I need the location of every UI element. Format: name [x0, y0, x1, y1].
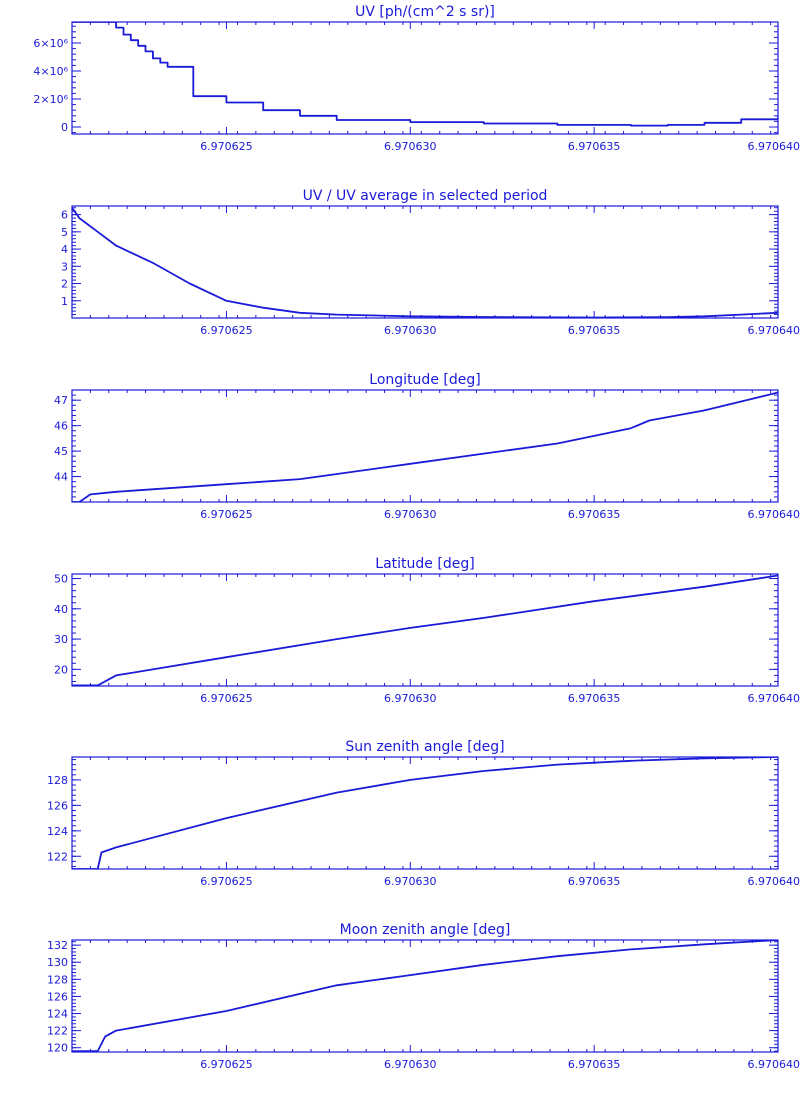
- x-tick-label: 6.970635: [568, 324, 621, 337]
- chart-panel-6: Moon zenith angle [deg] 6.970625 6.970630 6…: [47, 922, 800, 1071]
- series-line: [72, 391, 778, 502]
- y-tick-label: 130: [47, 956, 68, 969]
- chart-title: UV [ph/(cm^2 s sr)]: [355, 4, 495, 20]
- x-tick-label: 6.970630: [384, 692, 437, 705]
- y-tick-label: 4×10⁶: [33, 65, 68, 78]
- y-tick-label: 45: [54, 445, 68, 458]
- chart-title: Sun zenith angle [deg]: [345, 739, 504, 755]
- chart-title: Longitude [deg]: [369, 372, 480, 388]
- plot-frame: [71, 205, 779, 319]
- y-tick-label: 20: [54, 663, 68, 676]
- series-line: [72, 940, 778, 1052]
- x-tick-label: 6.970630: [384, 140, 437, 153]
- y-tick-label: 132: [47, 939, 68, 952]
- y-tick-label: 126: [47, 990, 68, 1003]
- x-tick-label: 6.970630: [384, 875, 437, 888]
- y-tick-label: 6×10⁶: [33, 37, 68, 50]
- y-tick-label: 4: [61, 243, 68, 256]
- chart-title: Latitude [deg]: [375, 556, 474, 572]
- x-tick-label: 6.970640: [748, 508, 800, 521]
- x-tick-label: 6.970630: [384, 324, 437, 337]
- x-tick-label: 6.970625: [200, 324, 253, 337]
- y-tick-label: 2: [61, 278, 68, 291]
- x-tick-label: 6.970625: [200, 692, 253, 705]
- y-tick-label: 5: [61, 226, 68, 239]
- x-tick-label: 6.970640: [748, 324, 800, 337]
- x-tick-label: 6.970640: [748, 140, 800, 153]
- chart-panel-3: Longitude [deg] 6.970625 6.970630 6.970635 6…: [54, 372, 800, 521]
- chart-panel-2: UV / UV average in selected period 6.9706…: [61, 188, 800, 337]
- series-line: [72, 207, 778, 318]
- x-tick-label: 6.970625: [200, 508, 253, 521]
- y-tick-label: 122: [47, 1025, 68, 1038]
- y-tick-label: 128: [47, 774, 68, 787]
- series-line: [72, 22, 778, 127]
- chart-panel-4: Latitude [deg] 6.970625 6.970630 6.970635 6.…: [54, 556, 800, 705]
- chart-title: Moon zenith angle [deg]: [340, 922, 511, 938]
- y-tick-label: 124: [47, 825, 68, 838]
- y-tick-label: 126: [47, 799, 68, 812]
- y-tick-label: 47: [54, 394, 68, 407]
- x-tick-label: 6.970630: [384, 1058, 437, 1071]
- y-tick-label: 6: [61, 209, 68, 222]
- x-tick-label: 6.970640: [748, 1058, 800, 1071]
- x-tick-label: 6.970635: [568, 140, 621, 153]
- y-tick-label: 46: [54, 420, 68, 433]
- series-line: [72, 574, 778, 686]
- plot-frame: [71, 939, 779, 1053]
- plot-frame: [71, 21, 779, 135]
- series-line: [72, 757, 778, 869]
- plot-frame: [71, 389, 779, 503]
- x-tick-label: 6.970640: [748, 875, 800, 888]
- x-tick-label: 6.970635: [568, 1058, 621, 1071]
- chart-panel-1: UV [ph/(cm^2 s sr)] 6.970625 6.970630 6.970…: [33, 4, 800, 153]
- y-tick-label: 44: [54, 471, 68, 484]
- y-tick-label: 0: [61, 121, 68, 134]
- y-tick-label: 50: [54, 573, 68, 586]
- x-tick-label: 6.970630: [384, 508, 437, 521]
- y-tick-label: 120: [47, 1042, 68, 1055]
- x-tick-label: 6.970635: [568, 508, 621, 521]
- y-tick-label: 128: [47, 973, 68, 986]
- x-tick-label: 6.970625: [200, 140, 253, 153]
- x-tick-label: 6.970640: [748, 692, 800, 705]
- x-tick-label: 6.970635: [568, 692, 621, 705]
- y-tick-label: 3: [61, 260, 68, 273]
- x-tick-label: 6.970625: [200, 1058, 253, 1071]
- y-tick-label: 124: [47, 1008, 68, 1021]
- y-tick-label: 30: [54, 633, 68, 646]
- plot-frame: [71, 756, 779, 870]
- y-tick-label: 1: [61, 295, 68, 308]
- chart-panel-5: Sun zenith angle [deg] 6.970625 6.970630 6.…: [47, 739, 800, 888]
- y-tick-label: 2×10⁶: [33, 93, 68, 106]
- y-tick-label: 122: [47, 850, 68, 863]
- x-tick-label: 6.970635: [568, 875, 621, 888]
- x-tick-label: 6.970625: [200, 875, 253, 888]
- plot-frame: [71, 573, 779, 687]
- y-tick-label: 40: [54, 603, 68, 616]
- chart-title: UV / UV average in selected period: [303, 188, 548, 204]
